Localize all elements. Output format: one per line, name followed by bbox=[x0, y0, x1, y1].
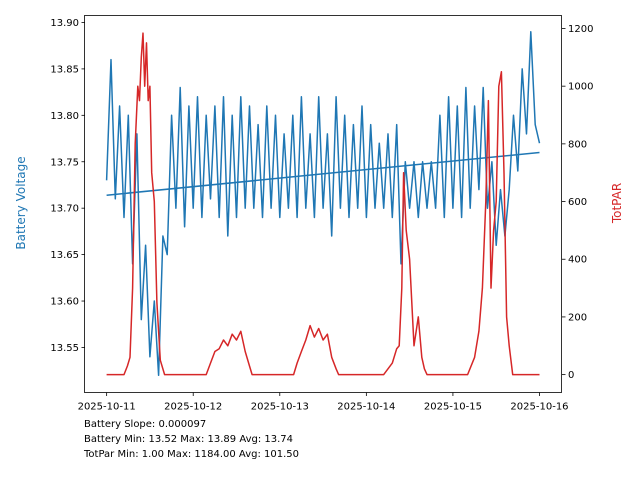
left-y-tick-label: 13.75 bbox=[50, 157, 79, 168]
axes: 2025-10-11 2025-10-12 2025-10-13 2025-10-14… bbox=[50, 18, 593, 413]
x-tick-label: 2025-10-14 bbox=[337, 402, 395, 413]
right-y-tick-label: 1000 bbox=[568, 82, 593, 93]
right-y-tick-label: 600 bbox=[568, 197, 587, 208]
x-tick-label: 2025-10-11 bbox=[78, 402, 136, 413]
left-y-tick-label: 13.70 bbox=[50, 204, 79, 215]
right-y-tick-label: 800 bbox=[568, 139, 587, 150]
series-line-battery-voltage bbox=[105, 31, 541, 377]
x-tick-label: 2025-10-15 bbox=[424, 402, 482, 413]
x-tick-label: 2025-10-16 bbox=[510, 402, 568, 413]
right-y-tick-label: 1200 bbox=[568, 24, 593, 35]
left-y-tick-label: 13.80 bbox=[50, 111, 79, 122]
series-line-totpar bbox=[106, 32, 540, 376]
right-y-tick-label: 0 bbox=[568, 370, 574, 381]
axes-frame bbox=[84, 15, 562, 393]
right-axis-label: TotPAR bbox=[610, 183, 624, 224]
battery-slope-text: Battery Slope: 0.000097 bbox=[84, 419, 207, 430]
battery-stats-text: Battery Min: 13.52 Max: 13.89 Avg: 13.74 bbox=[84, 434, 294, 445]
left-y-tick-label: 13.60 bbox=[50, 297, 79, 308]
left-y-tick-label: 13.85 bbox=[50, 64, 79, 75]
plot-area bbox=[105, 31, 541, 377]
right-y-tick-label: 200 bbox=[568, 312, 587, 323]
left-axis-label: Battery Voltage bbox=[14, 156, 28, 249]
right-y-tick-label: 400 bbox=[568, 255, 587, 266]
left-y-tick-label: 13.55 bbox=[50, 343, 79, 354]
left-y-tick-label: 13.65 bbox=[50, 250, 79, 261]
totpar-stats-text: TotPar Min: 1.00 Max: 1184.00 Avg: 101.5… bbox=[84, 449, 299, 460]
stats-block: Battery Slope: 0.000097 Battery Min: 13.… bbox=[84, 417, 299, 462]
x-tick-label: 2025-10-12 bbox=[164, 402, 222, 413]
left-y-tick-label: 13.90 bbox=[50, 18, 79, 29]
x-tick-label: 2025-10-13 bbox=[251, 402, 309, 413]
series-line-battery-trend bbox=[106, 151, 540, 196]
